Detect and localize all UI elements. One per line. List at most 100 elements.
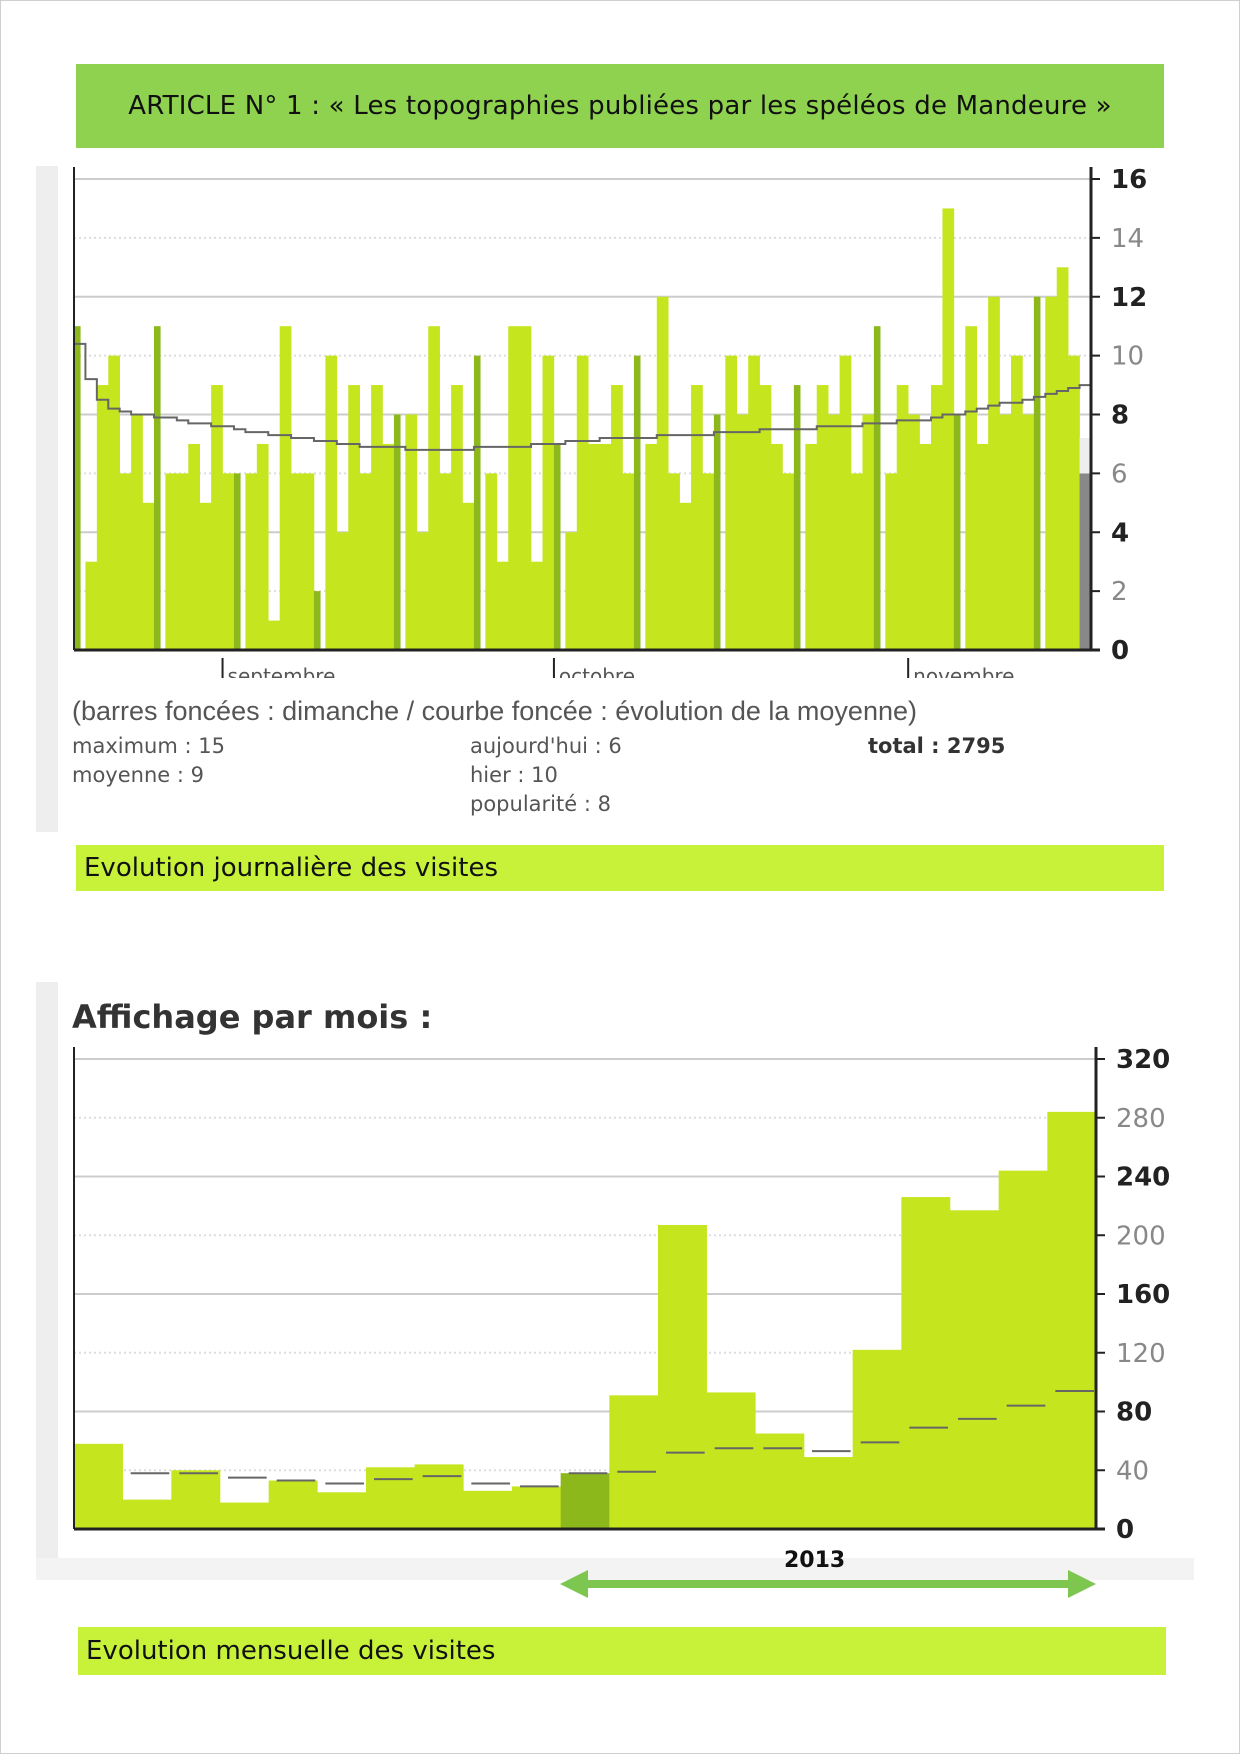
y-tick-label: 2 <box>1111 577 1128 607</box>
y-tick-label: 16 <box>1111 165 1147 195</box>
daily-caption-banner: Evolution journalière des visites <box>76 845 1164 891</box>
bar <box>816 385 829 650</box>
daily-caption: Evolution journalière des visites <box>84 853 498 883</box>
bar <box>165 473 178 650</box>
bar <box>576 355 589 650</box>
bar <box>805 443 818 650</box>
bar-dark <box>560 1473 610 1529</box>
bar <box>1011 355 1023 650</box>
y-tick-label: 200 <box>1116 1221 1166 1251</box>
bar <box>999 414 1012 650</box>
bar-dark <box>74 326 81 650</box>
bar <box>1047 1111 1097 1529</box>
today-marker <box>1079 438 1091 474</box>
bar <box>691 385 703 650</box>
bar <box>336 532 349 650</box>
monthly-panel-border <box>36 982 58 1580</box>
bar <box>462 502 475 650</box>
bar <box>755 1433 805 1529</box>
bar <box>588 443 600 650</box>
y-tick-label: 6 <box>1111 459 1128 489</box>
bar <box>508 326 520 650</box>
bar <box>485 473 498 650</box>
bar <box>211 385 223 650</box>
bar <box>919 443 932 650</box>
article-title: ARTICLE N° 1 : « Les topographies publié… <box>128 91 1112 121</box>
bar <box>359 473 372 650</box>
month-label: novembre <box>913 664 1014 678</box>
year-label: 2013 <box>784 1548 846 1573</box>
bar <box>531 561 543 650</box>
bar <box>931 385 943 650</box>
bar <box>852 1349 902 1529</box>
bar <box>439 473 452 650</box>
stat-maximum: maximum : 15 <box>72 734 225 758</box>
bar <box>1079 473 1092 650</box>
bar <box>759 385 772 650</box>
article-title-banner: ARTICLE N° 1 : « Les topographies publié… <box>76 64 1164 148</box>
monthly-caption: Evolution mensuelle des visites <box>86 1636 496 1666</box>
bar <box>965 326 978 650</box>
bar <box>382 443 395 650</box>
y-tick-label: 0 <box>1111 636 1129 666</box>
y-tick-label: 14 <box>1111 224 1144 254</box>
bar <box>976 443 989 650</box>
bar <box>706 1392 756 1529</box>
bar <box>645 443 658 650</box>
bar <box>108 355 121 650</box>
y-tick-label: 160 <box>1116 1280 1170 1310</box>
y-tick-label: 320 <box>1116 1045 1170 1075</box>
bar <box>782 473 795 650</box>
monthly-visits-chart: 0 40 80 120 160 200 240 280 320 <box>73 1045 1170 1540</box>
bar <box>656 296 669 650</box>
bar <box>901 1197 951 1529</box>
bar <box>371 385 383 650</box>
bar <box>414 1464 464 1529</box>
y-tick-label: 0 <box>1116 1515 1134 1540</box>
year-range-arrow <box>560 1570 1096 1598</box>
bar <box>451 385 463 650</box>
bar <box>142 502 155 650</box>
bar <box>702 473 715 650</box>
daily-visits-chart: 0 2 4 6 8 10 12 14 16 septembre octobre novembre <box>73 165 1147 678</box>
bar-dark <box>1033 296 1041 650</box>
bar <box>256 443 269 650</box>
bar <box>896 385 909 650</box>
bar <box>885 473 898 650</box>
monthly-chart-title: Affichage par mois : <box>72 998 433 1036</box>
bar <box>220 1502 269 1529</box>
bar <box>199 502 212 650</box>
month-label: octobre <box>559 664 635 678</box>
bar <box>176 473 189 650</box>
bar <box>1068 355 1080 650</box>
daily-chart-note: (barres foncées : dimanche / courbe fonc… <box>72 696 917 726</box>
stat-hier: hier : 10 <box>470 763 558 787</box>
bar <box>131 414 143 650</box>
bar-dark <box>713 414 721 650</box>
y-tick-label: 4 <box>1111 518 1129 548</box>
bar <box>222 473 235 650</box>
y-tick-label: 8 <box>1111 401 1129 431</box>
y-tick-label: 80 <box>1116 1398 1152 1428</box>
bar <box>325 355 338 650</box>
bar <box>512 1486 561 1529</box>
bar <box>862 414 875 650</box>
bar <box>268 1480 318 1529</box>
y-tick-label: 120 <box>1116 1339 1166 1369</box>
bar <box>611 385 623 650</box>
bar <box>609 1395 659 1529</box>
bar <box>496 561 509 650</box>
bar <box>96 385 109 650</box>
bar <box>748 355 760 650</box>
bar <box>291 473 303 650</box>
bar <box>1056 267 1069 650</box>
bar-dark <box>473 355 481 650</box>
bar-dark <box>553 443 561 650</box>
bar-dark <box>393 414 401 650</box>
bar <box>428 326 440 650</box>
bar <box>245 473 258 650</box>
bar <box>1045 296 1058 650</box>
bar <box>1022 414 1035 650</box>
bar <box>599 443 612 650</box>
bar <box>622 473 635 650</box>
